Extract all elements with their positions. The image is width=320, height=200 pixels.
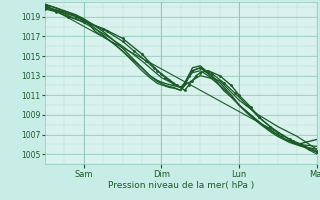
- X-axis label: Pression niveau de la mer( hPa ): Pression niveau de la mer( hPa ): [108, 181, 254, 190]
